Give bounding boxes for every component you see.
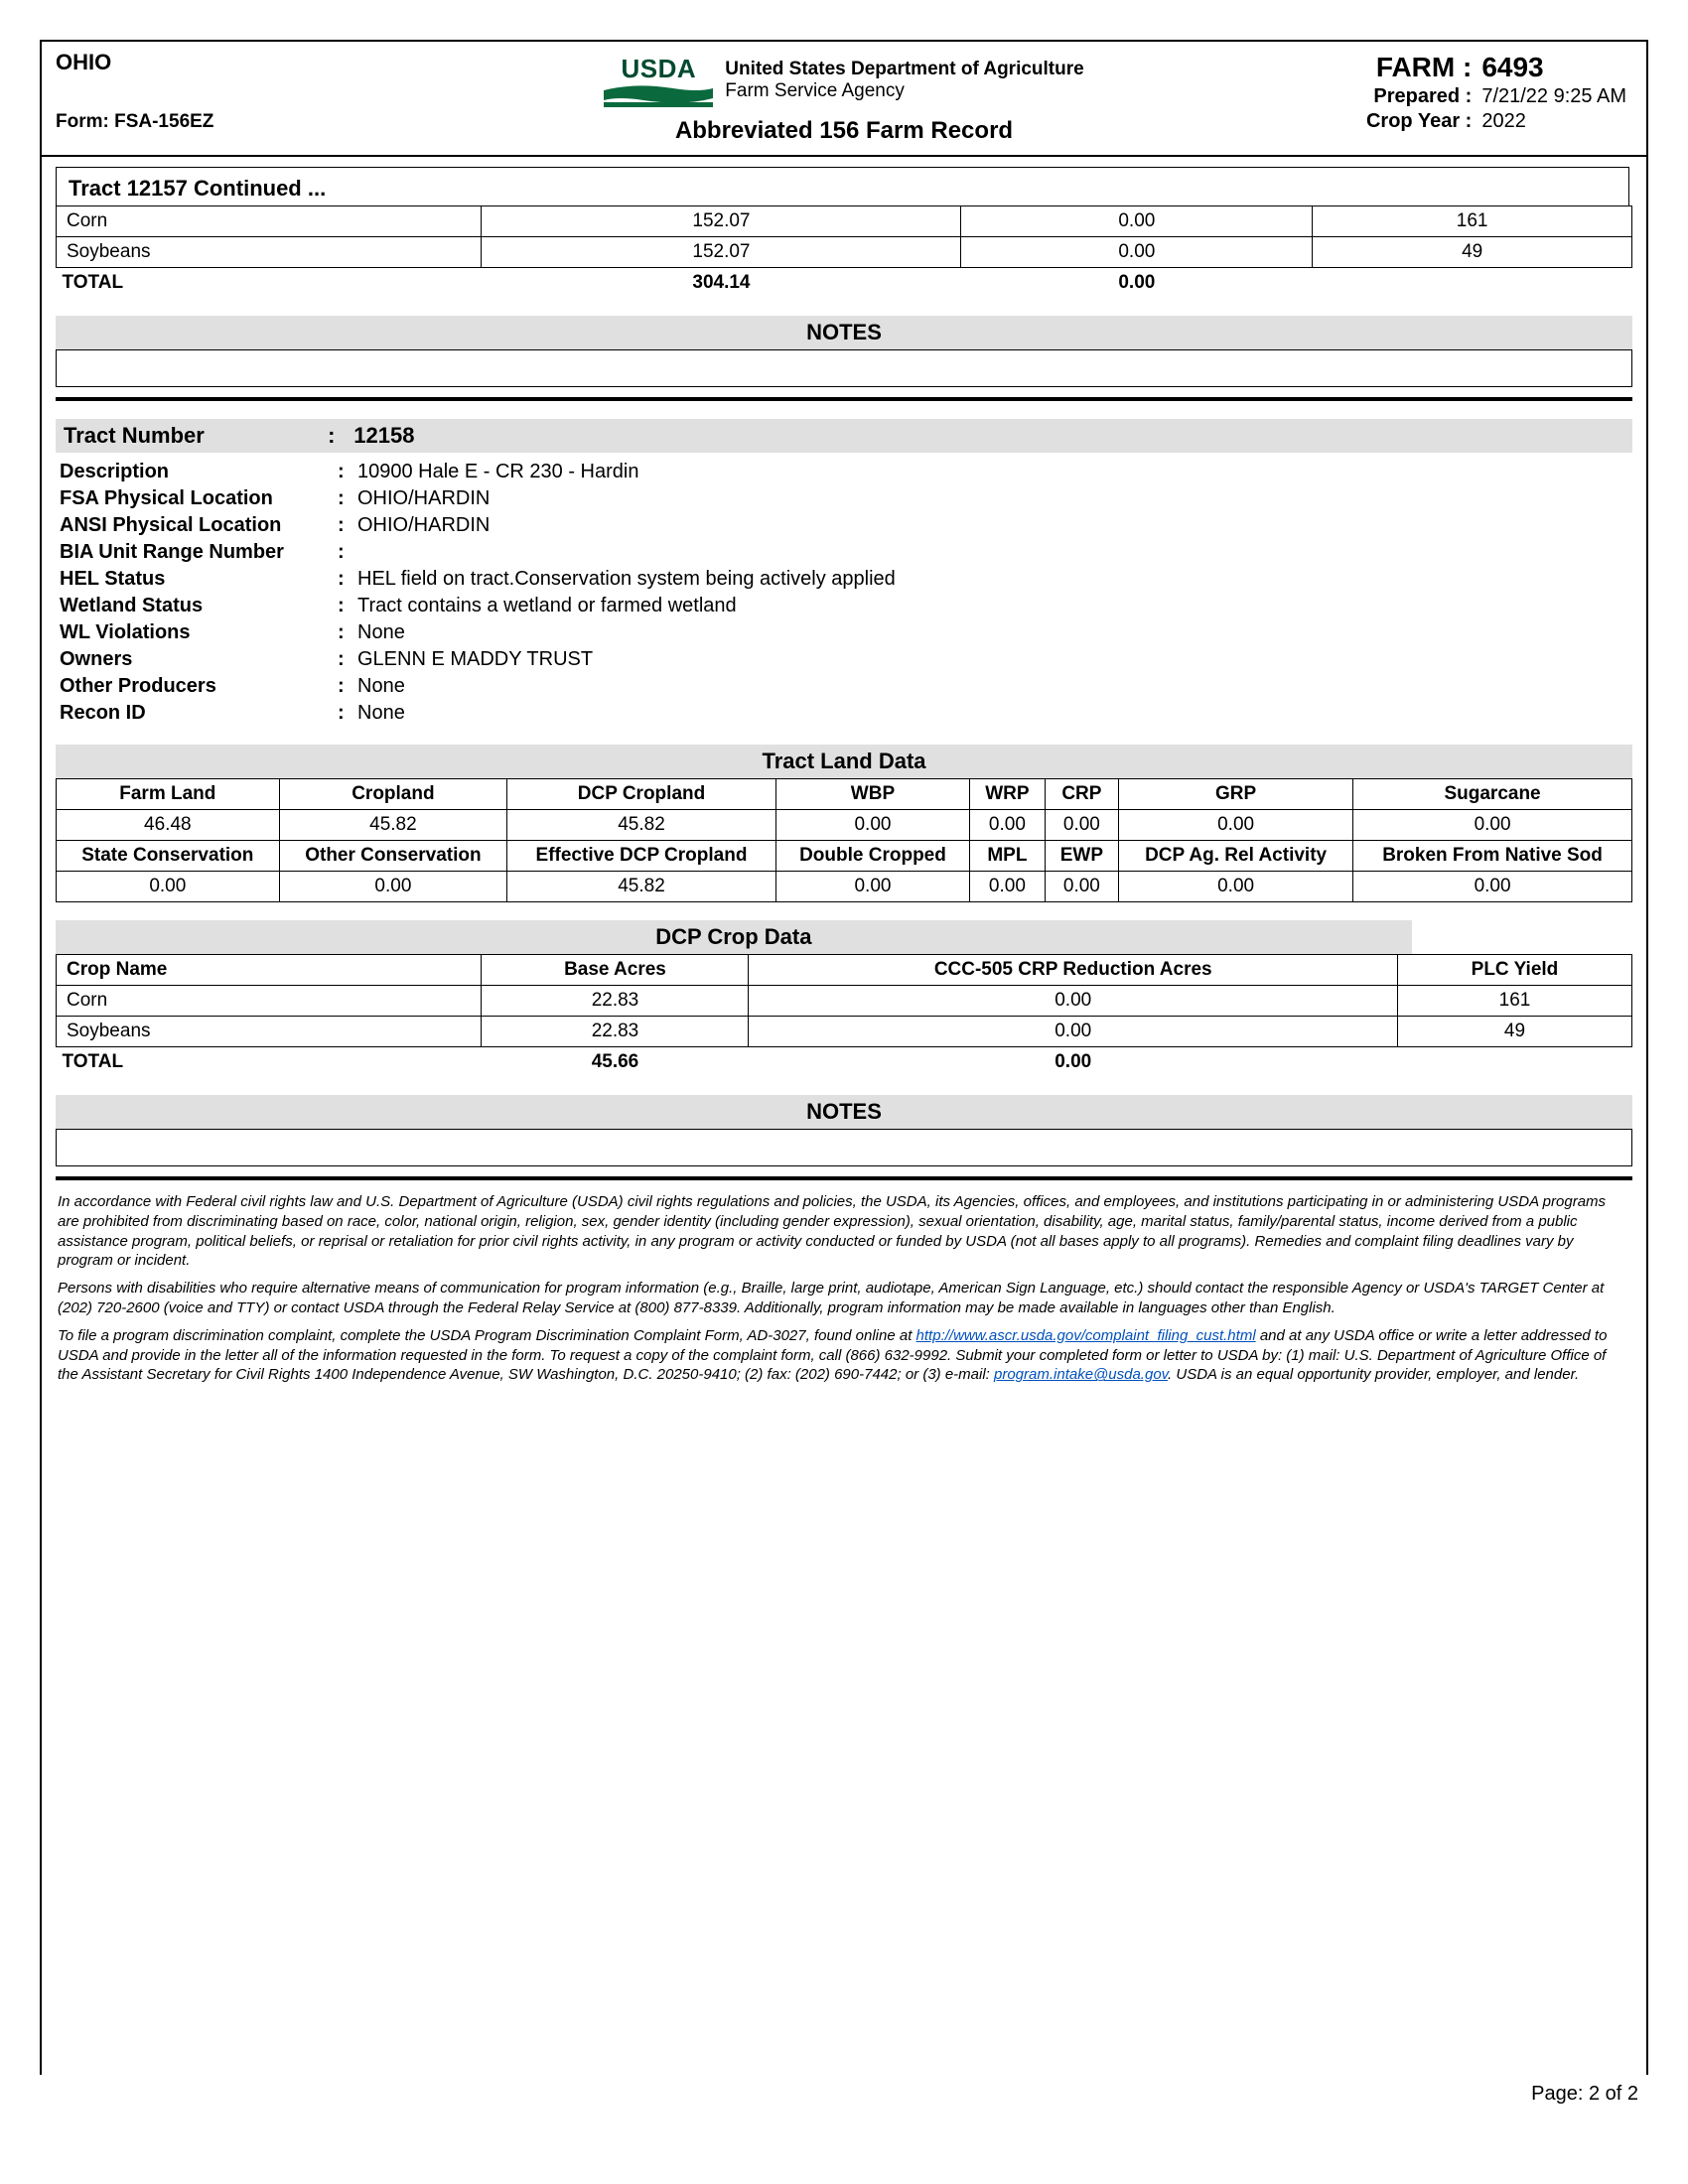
table-row: 46.4845.8245.820.000.000.000.000.00 [57,810,1632,841]
table-row: Corn 152.07 0.00 161 [57,206,1632,237]
prepared-date: 7/21/22 9:25 AM [1477,85,1630,108]
content-area: Tract 12157 Continued ... Corn 152.07 0.… [42,157,1646,1407]
header-left: OHIO Form: FSA-156EZ [56,50,497,133]
complaint-link[interactable]: http://www.ascr.usda.gov/complaint_filin… [916,1327,1256,1344]
state-label: OHIO [56,50,497,75]
land-data-table: Farm LandCroplandDCP CroplandWBPWRPCRPGR… [56,778,1632,902]
dcp-crop-table: Crop Name Base Acres CCC-505 CRP Reducti… [56,954,1632,1077]
notes-header-2: NOTES [56,1095,1632,1129]
total-row: TOTAL 304.14 0.00 [57,268,1632,299]
table-row: Corn 22.83 0.00 161 [57,986,1632,1017]
tract-continued-frame: Tract 12157 Continued ... [56,167,1629,205]
disclaimer-text: In accordance with Federal civil rights … [56,1192,1632,1385]
prev-crop-table: Corn 152.07 0.00 161 Soybeans 152.07 0.0… [56,205,1632,298]
tract-continued-heading: Tract 12157 Continued ... [63,170,1622,204]
notes-box [56,349,1632,387]
dcp-header: DCP Crop Data [56,920,1412,954]
notes-box-2 [56,1129,1632,1166]
table-row: 0.000.0045.820.000.000.000.000.00 [57,872,1632,902]
form-id: Form: FSA-156EZ [56,111,497,133]
notes-header: NOTES [56,316,1632,349]
header-center: USDA United States Department of Agricul… [497,50,1192,145]
tract-number: 12158 [353,423,414,448]
tract-number-bar: Tract Number : 12158 [56,419,1632,453]
table-row: Soybeans 152.07 0.00 49 [57,237,1632,268]
total-row: TOTAL 45.66 0.00 [57,1047,1632,1078]
record-title: Abbreviated 156 Farm Record [497,117,1192,145]
department-text: United States Department of Agriculture … [725,59,1083,102]
divider [56,397,1632,401]
page-number: Page: 2 of 2 [40,2083,1648,2106]
farm-number: 6493 [1477,52,1630,83]
usda-logo-icon: USDA [604,50,713,111]
divider-2 [56,1176,1632,1180]
tract-details: Description:10900 Hale E - CR 230 - Hard… [56,459,1632,727]
header-right: FARM :6493 Prepared :7/21/22 9:25 AM Cro… [1191,50,1632,135]
email-link[interactable]: program.intake@usda.gov [994,1366,1168,1383]
crop-year: 2022 [1477,110,1630,133]
table-row: Soybeans 22.83 0.00 49 [57,1017,1632,1047]
land-data-header: Tract Land Data [56,745,1632,778]
page-frame: OHIO Form: FSA-156EZ USDA United States … [40,40,1648,2075]
header: OHIO Form: FSA-156EZ USDA United States … [42,42,1646,157]
